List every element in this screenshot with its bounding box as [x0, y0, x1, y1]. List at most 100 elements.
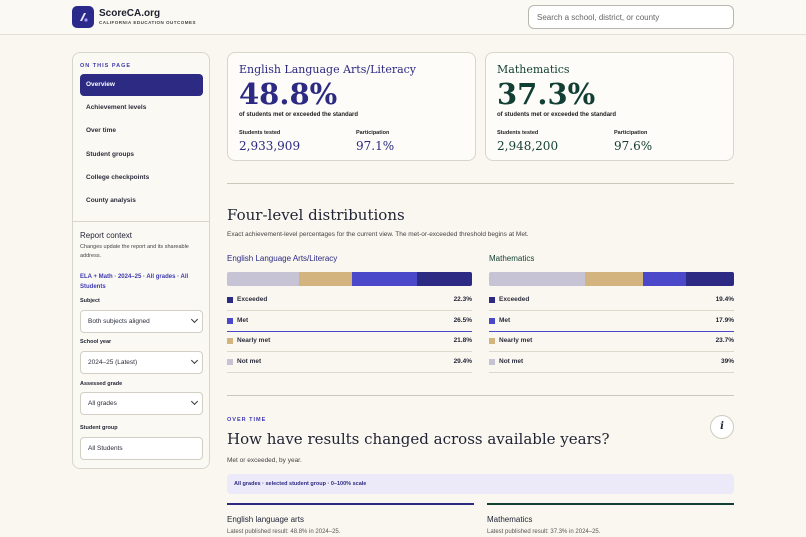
chevron-down-icon	[190, 315, 199, 324]
bar-segment-met	[642, 272, 687, 286]
sidebar-heading: ON THIS PAGE	[80, 63, 132, 69]
search-input[interactable]: Search a school, district, or county	[528, 5, 734, 29]
info-button[interactable]: i	[710, 415, 734, 439]
sidebar-item-over-time[interactable]: Over time	[86, 127, 116, 134]
card-percent: 48.8%	[239, 77, 338, 111]
legend-value: 21.8%	[453, 337, 472, 344]
over-time-kicker: OVER TIME	[227, 417, 267, 423]
legend-label: Exceeded	[237, 296, 268, 303]
sidebar-item-college-checkpoints[interactable]: College checkpoints	[86, 174, 150, 181]
legend-label: Not met	[237, 357, 262, 365]
subject-select[interactable]: Both subjects aligned	[80, 310, 203, 333]
school-year-select[interactable]: 2024–25 (Latest)	[80, 351, 203, 374]
legend-label: Exceeded	[499, 296, 530, 303]
sidebar: ON THIS PAGE Overview Achievement levels…	[72, 52, 210, 469]
over-time-description: Met or exceeded, by year.	[227, 457, 302, 464]
distribution-bar	[489, 272, 734, 286]
legend-row: Met 17.9%	[489, 312, 734, 332]
bar-segment-exceeded	[686, 272, 734, 286]
legend-value: 23.7%	[715, 337, 734, 344]
participation-label: Participation	[614, 130, 648, 136]
participation-label: Participation	[356, 130, 390, 136]
legend-row: Met 26.5%	[227, 312, 472, 332]
assessed-grade-label: Assessed grade	[80, 381, 123, 387]
legend-swatch	[227, 317, 233, 324]
legend-swatch	[489, 317, 495, 324]
brand-name[interactable]: ScoreCA.org	[99, 8, 161, 19]
students-tested-value: 2,933,909	[239, 139, 301, 153]
report-context-summary-link[interactable]: ELA + Math · 2024–25 · All grades · All …	[80, 274, 189, 290]
legend-value: 17.9%	[715, 316, 734, 324]
legend-row: Not met 29.4%	[227, 353, 472, 373]
card-subtitle: of students met or exceeded the standard	[239, 112, 359, 118]
legend-row: Exceeded 19.4%	[489, 291, 734, 311]
card-title: Mathematics	[497, 63, 570, 76]
sidebar-item-county-analysis[interactable]: County analysis	[86, 197, 136, 204]
math-panel-rule	[487, 503, 734, 505]
sidebar-item-student-groups[interactable]: Student groups	[86, 151, 135, 158]
legend-swatch	[227, 358, 233, 365]
math-panel-title: Mathematics	[487, 515, 533, 524]
ela-stat-card: English Language Arts/Literacy 48.8% of …	[227, 52, 476, 161]
top-bar: ScoreCA.org CALIFORNIA EDUCATION OUTCOME…	[0, 0, 806, 35]
students-tested-value: 2,948,200	[497, 139, 559, 153]
legend-value: 39%	[720, 357, 734, 365]
student-group-select[interactable]: All Students	[80, 437, 203, 460]
section-divider	[227, 183, 734, 184]
participation-value: 97.1%	[356, 139, 395, 153]
logo-mark-icon	[80, 13, 88, 22]
legend-swatch	[227, 338, 233, 344]
legend-label: Nearly met	[237, 337, 271, 344]
participation-value: 97.6%	[614, 139, 653, 153]
sidebar-item-achievement-levels[interactable]: Achievement levels	[86, 104, 147, 111]
sidebar-divider	[73, 221, 209, 222]
sidebar-item-overview[interactable]: Overview	[80, 74, 203, 96]
legend-value: 26.5%	[453, 316, 472, 324]
distributions-description: Exact achievement-level percentages for …	[227, 231, 529, 238]
legend-row: Nearly met 21.8%	[227, 332, 472, 352]
report-context-title: Report context	[80, 231, 133, 240]
legend-value: 19.4%	[715, 296, 734, 303]
legend-swatch	[227, 297, 233, 303]
school-year-label: School year	[80, 339, 112, 345]
bar-segment-met	[352, 272, 418, 286]
distribution-bar	[227, 272, 472, 286]
bar-segment-nearly-met	[299, 272, 353, 286]
assessed-grade-select[interactable]: All grades	[80, 392, 203, 415]
subject-label: Subject	[80, 298, 100, 304]
legend-swatch	[489, 338, 495, 344]
logo[interactable]	[72, 6, 94, 28]
distribution-title: Mathematics	[489, 254, 535, 263]
students-tested-label: Students tested	[239, 130, 281, 136]
report-context-description: Changes update the report and its sharea…	[80, 244, 189, 259]
over-time-heading: How have results changed across availabl…	[227, 430, 610, 448]
student-group-select-value: All Students	[88, 445, 123, 452]
distributions-heading: Four-level distributions	[227, 206, 405, 224]
chevron-down-icon	[190, 356, 199, 365]
legend-swatch	[489, 358, 495, 365]
assessed-grade-select-value: All grades	[88, 400, 117, 407]
bar-segment-not-met	[227, 272, 300, 286]
bar-segment-exceeded	[417, 272, 472, 286]
ela-panel-rule	[227, 503, 474, 505]
ela-panel-title: English language arts	[227, 515, 304, 524]
legend-value: 29.4%	[453, 357, 472, 365]
math-stat-card: Mathematics 37.3% of students met or exc…	[485, 52, 734, 161]
card-percent: 37.3%	[497, 77, 596, 111]
legend-label: Nearly met	[499, 337, 533, 344]
students-tested-label: Students tested	[497, 130, 539, 136]
legend-row: Not met 39%	[489, 353, 734, 373]
bar-segment-not-met	[489, 272, 585, 286]
legend-value: 22.3%	[453, 296, 472, 303]
distribution-title: English Language Arts/Literacy	[227, 254, 338, 263]
section-divider	[227, 395, 734, 396]
legend-label: Met	[499, 316, 511, 324]
legend-row: Exceeded 22.3%	[227, 291, 472, 311]
scale-note: All grades · selected student group · 0–…	[227, 474, 734, 494]
card-title: English Language Arts/Literacy	[239, 63, 417, 76]
math-panel-latest: Latest published result: 37.3% in 2024–2…	[487, 529, 601, 535]
legend-row: Nearly met 23.7%	[489, 332, 734, 352]
card-subtitle: of students met or exceeded the standard	[497, 112, 617, 118]
subject-select-value: Both subjects aligned	[88, 318, 150, 325]
chevron-down-icon	[190, 397, 199, 406]
